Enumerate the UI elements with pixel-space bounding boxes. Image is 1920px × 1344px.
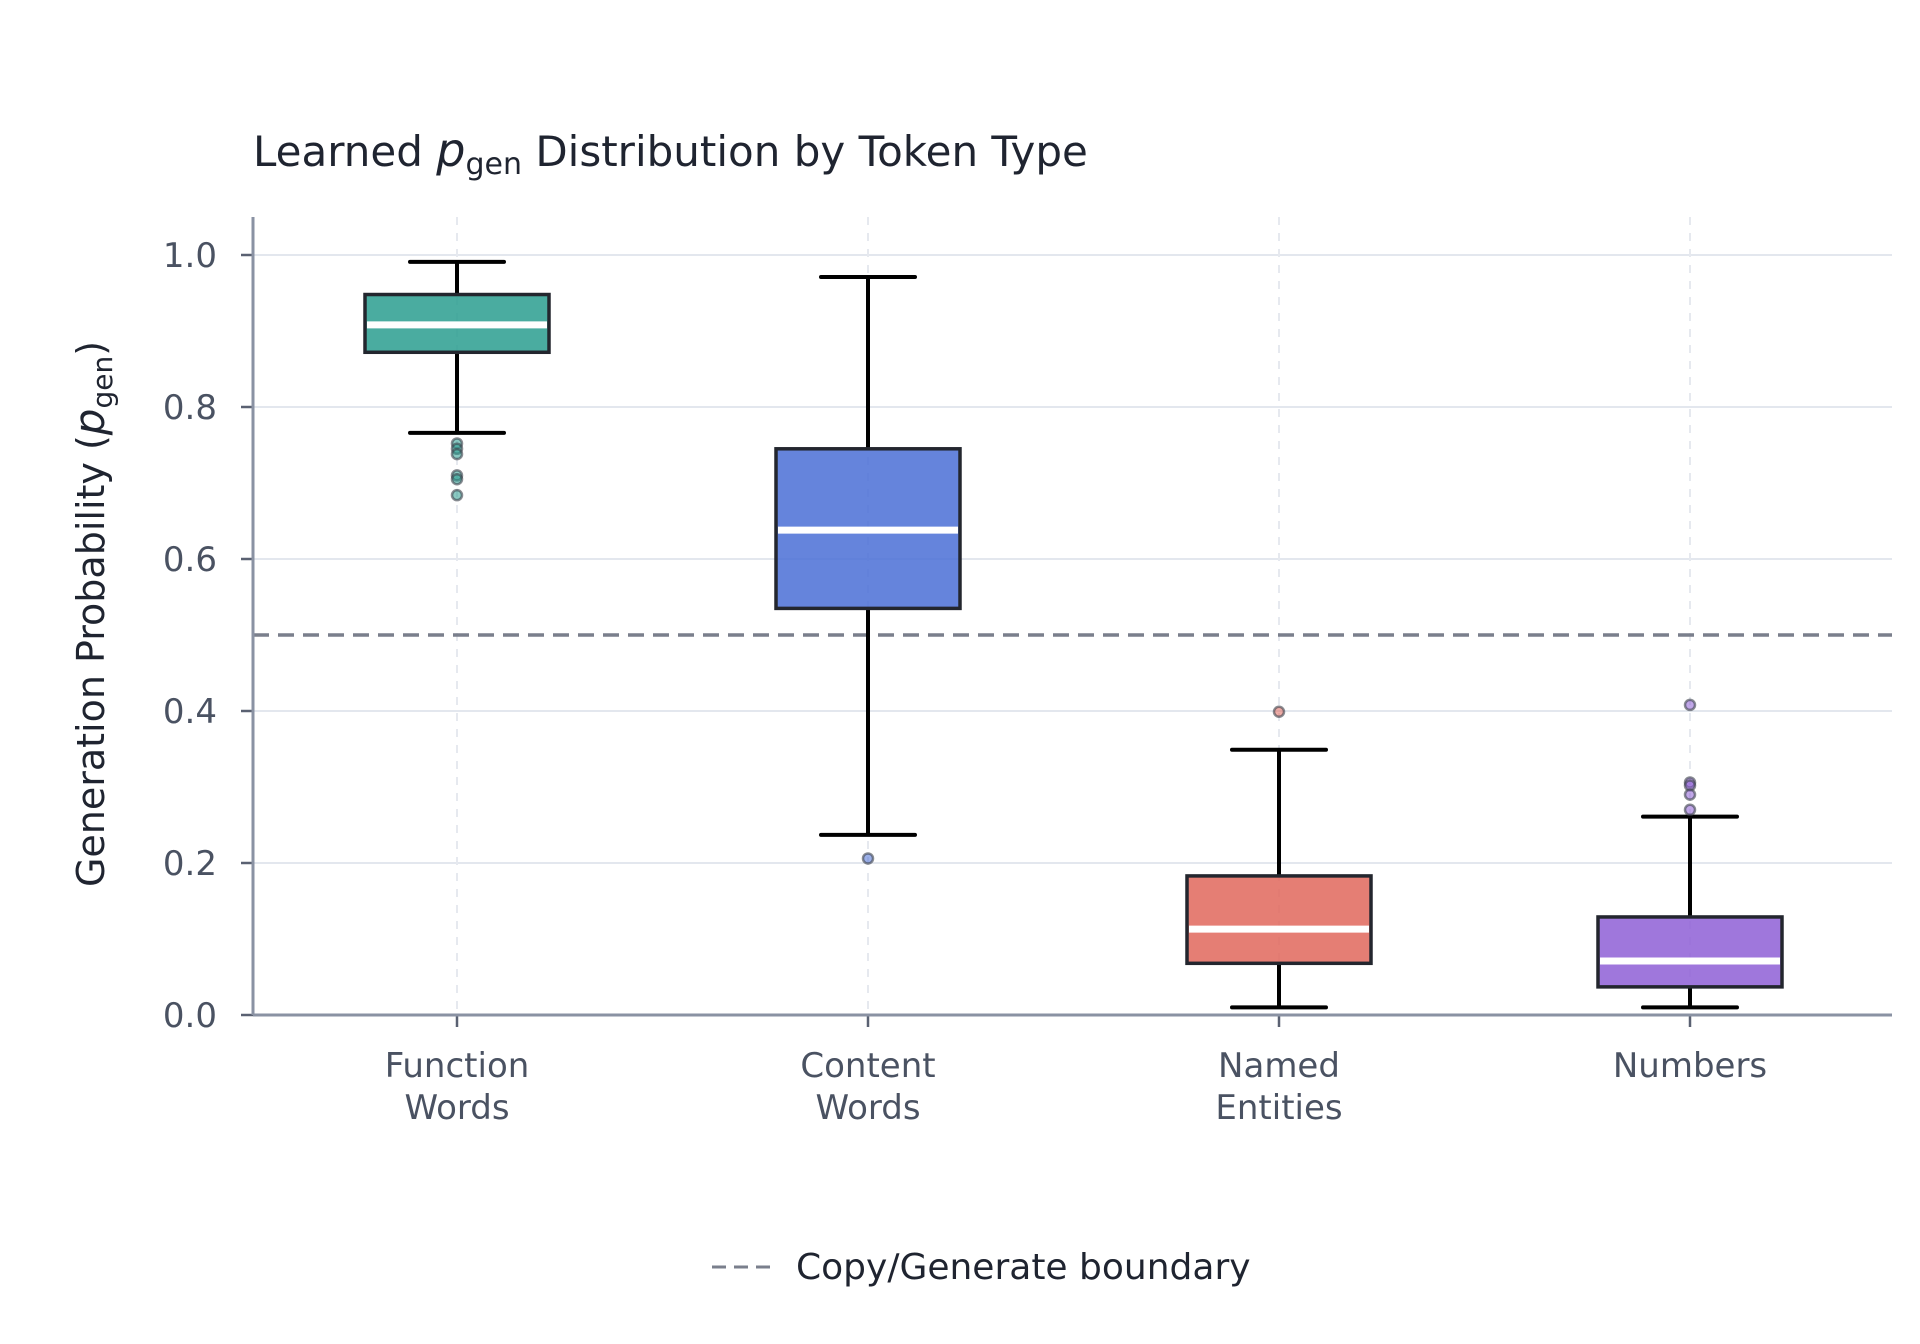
iqr-box (1185, 874, 1373, 966)
outlier-point (450, 488, 464, 502)
y-tick-label: 0.2 (163, 844, 217, 884)
axes: 0.0 0.2 0.4 0.6 0.8 1.0 Function Words Content Wo… (163, 217, 1892, 1128)
outlier-point (861, 852, 875, 865)
box-group (363, 259, 551, 502)
x-tick-label: Named Entities (1215, 1046, 1342, 1128)
box-group (1185, 705, 1373, 1010)
x-tick-label: Content Words (800, 1046, 935, 1128)
y-tick-label: 1.0 (163, 236, 217, 276)
outlier-point (450, 472, 464, 486)
chart-title: Learned pgen Distribution by Token Type (253, 123, 1088, 182)
outlier-point (1683, 803, 1697, 817)
y-axis-label: Generation Probability (pgen) (65, 341, 119, 887)
outlier-point (1272, 705, 1286, 719)
y-tick-label: 0.6 (163, 540, 217, 580)
y-tick-label: 0.4 (163, 692, 217, 732)
legend: Copy/Generate boundary (712, 1247, 1251, 1288)
x-tick-label: Numbers (1613, 1046, 1767, 1086)
box-group (774, 275, 962, 865)
legend-label: Copy/Generate boundary (796, 1247, 1251, 1288)
outlier-point (450, 447, 464, 461)
y-tick-label: 0.8 (163, 388, 217, 428)
box-group (1596, 698, 1784, 1010)
x-tick-label: Function Words (385, 1046, 530, 1128)
y-tick-label: 0.0 (163, 996, 217, 1036)
outlier-point (1683, 788, 1697, 801)
iqr-box (1596, 915, 1784, 989)
boxes-layer (363, 259, 1784, 1010)
outlier-point (1683, 698, 1697, 712)
